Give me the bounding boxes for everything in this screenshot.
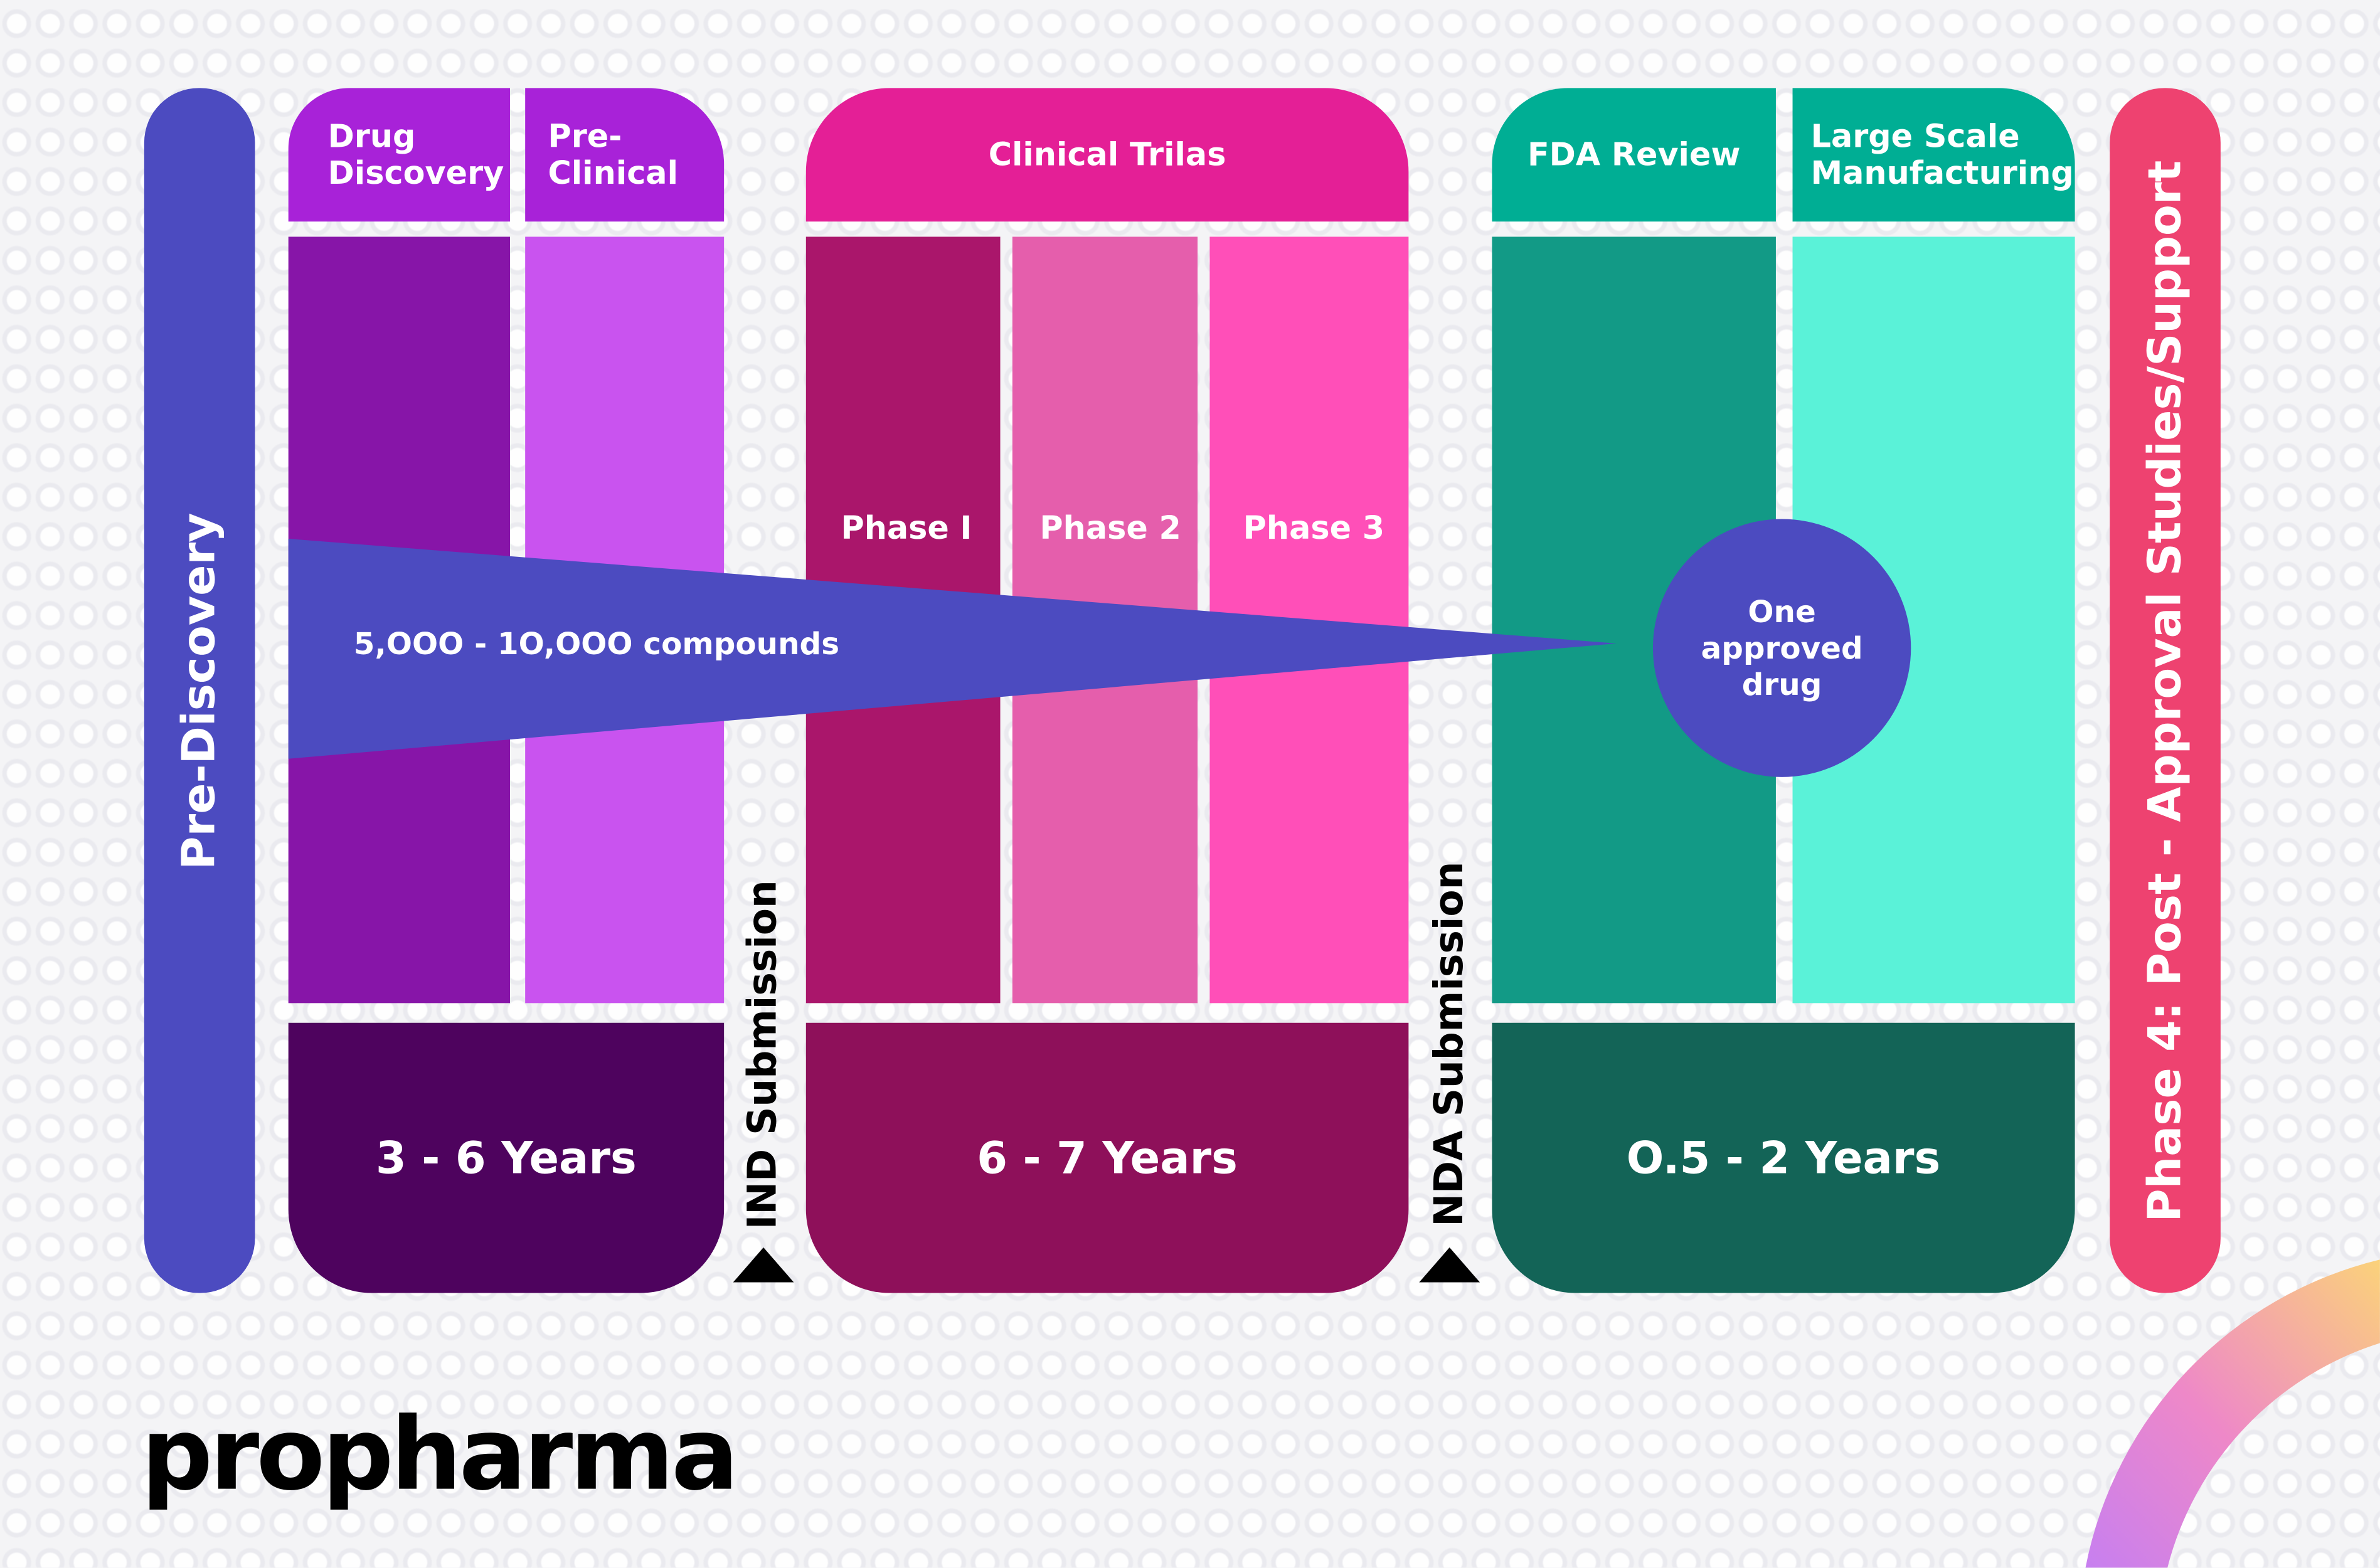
approved-drug-circle [1652,519,1911,777]
funnel-label: 5,OOO - 1O,OOO compounds [353,625,840,662]
phase1-label: Phase I [841,509,972,547]
clinical-duration: 6 - 7 Years [805,1022,1409,1293]
ind-arrow-icon [733,1247,794,1283]
clinical-trials-header: Clinical Trilas [805,88,1409,222]
fda-review-header: FDA Review [1492,88,1776,222]
nda-submission: NDA Submission [1426,861,1473,1226]
phase3-label: Phase 3 [1243,509,1385,547]
late-duration: O.5 - 2 Years [1492,1022,2075,1293]
ind-submission: IND Submission [740,880,787,1230]
pre-discovery-bar: Pre-Discovery [144,88,255,1293]
nda-arrow-icon [1419,1247,1480,1283]
approved-drug-label: One approved drug [1701,593,1863,703]
funnel-shape [288,538,1617,759]
early-duration: 3 - 6 Years [288,1022,725,1293]
phase2-label: Phase 2 [1039,509,1181,547]
pre-clinical-header: Pre-Clinical [525,88,725,222]
phase4-bar: Phase 4: Post - Approval Studies/Support [2110,88,2221,1293]
drug-discovery-header: Drug Discovery [288,88,510,222]
propharma-logo: propharma [141,1396,739,1513]
decorative-arc [2085,1259,2380,1568]
manufacturing-header: Large Scale Manufacturing [1792,88,2075,222]
